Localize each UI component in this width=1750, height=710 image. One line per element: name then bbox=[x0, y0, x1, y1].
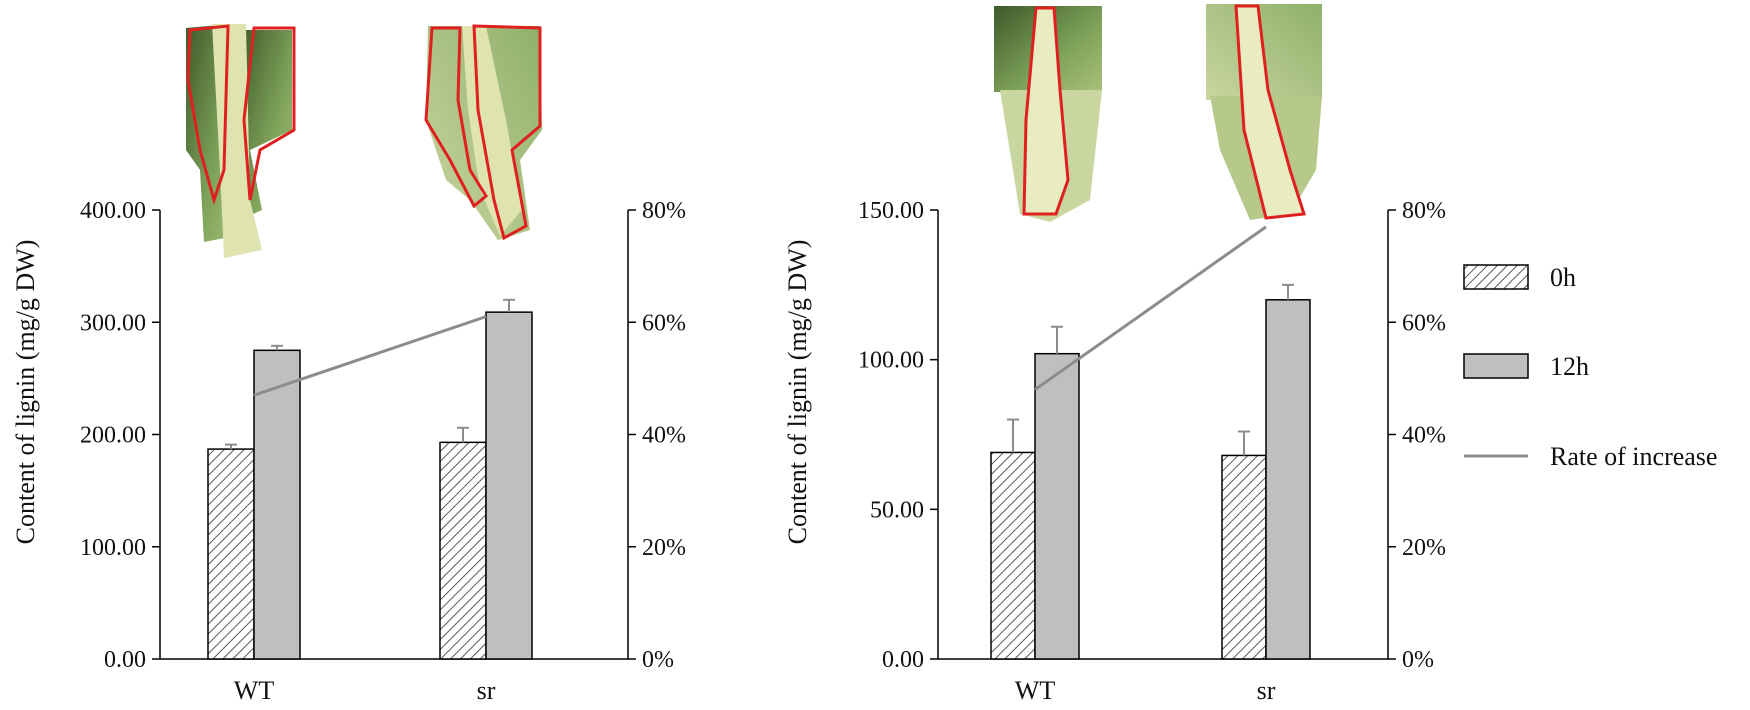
leaf-photo-left-wt bbox=[186, 24, 296, 258]
legend-label-rate: Rate of increase bbox=[1550, 442, 1717, 471]
y-tick-label: 300.00 bbox=[80, 310, 146, 336]
y2-tick-label: 80% bbox=[1402, 198, 1446, 224]
left-chart-y-axis-title: Content of lignin (mg/g DW) bbox=[11, 240, 40, 545]
y-tick-label: 0.00 bbox=[104, 647, 146, 673]
right-chart-rate-line bbox=[1034, 225, 1267, 391]
right-chart-category-labels: WT sr bbox=[1015, 676, 1276, 705]
legend-label-12h: 12h bbox=[1550, 352, 1589, 381]
bar-12h bbox=[1034, 352, 1080, 660]
left-chart: 0.00 100.00 200.00 300.00 400.00 0% 20% … bbox=[11, 198, 686, 705]
y-tick-label: 400.00 bbox=[80, 198, 146, 224]
x-category-label: sr bbox=[1257, 676, 1276, 705]
x-category-label: sr bbox=[477, 676, 496, 705]
bar-0h bbox=[1221, 454, 1267, 660]
legend-label-0h: 0h bbox=[1550, 263, 1576, 292]
bar-0h bbox=[439, 441, 487, 660]
right-chart-secondary-tick-labels: 0% 20% 40% 60% 80% bbox=[1402, 198, 1446, 673]
left-chart-bars bbox=[207, 311, 533, 660]
legend-swatch-0h bbox=[1463, 264, 1529, 290]
left-chart-axes bbox=[152, 209, 636, 660]
y2-tick-label: 60% bbox=[1402, 310, 1446, 336]
y2-tick-label: 60% bbox=[642, 310, 686, 336]
rate-of-increase-line bbox=[1034, 225, 1267, 391]
y-tick-label: 100.00 bbox=[80, 535, 146, 561]
x-category-label: WT bbox=[1015, 676, 1056, 705]
y-tick-label: 150.00 bbox=[858, 198, 924, 224]
bar-12h bbox=[1265, 299, 1311, 660]
y2-tick-label: 20% bbox=[642, 535, 686, 561]
right-chart: 0.00 50.00 100.00 150.00 0% 20% 40% 60% … bbox=[783, 198, 1446, 705]
leaf-photo-left-sr bbox=[424, 24, 542, 241]
y2-tick-label: 0% bbox=[642, 647, 674, 673]
right-chart-bars bbox=[990, 299, 1311, 660]
y2-tick-label: 40% bbox=[642, 423, 686, 449]
rate-of-increase-line bbox=[253, 315, 487, 397]
y-tick-label: 100.00 bbox=[858, 348, 924, 374]
legend: 0h 12h Rate of increase bbox=[1463, 263, 1717, 471]
y-tick-label: 200.00 bbox=[80, 423, 146, 449]
y2-tick-label: 0% bbox=[1402, 647, 1434, 673]
bar-0h bbox=[207, 448, 255, 660]
bar-12h bbox=[485, 311, 533, 660]
left-chart-error-bars bbox=[225, 298, 515, 450]
right-chart-error-bars bbox=[1007, 283, 1294, 456]
bar-0h bbox=[990, 451, 1036, 660]
left-chart-y-tick-labels: 0.00 100.00 200.00 300.00 400.00 bbox=[80, 198, 146, 673]
right-chart-y-axis-title: Content of lignin (mg/g DW) bbox=[783, 240, 812, 545]
left-chart-rate-line bbox=[253, 315, 487, 397]
y-tick-label: 0.00 bbox=[882, 647, 924, 673]
x-category-label: WT bbox=[234, 676, 275, 705]
y2-tick-label: 20% bbox=[1402, 535, 1446, 561]
legend-swatch-12h bbox=[1463, 353, 1529, 379]
leaf-photo-right-sr bbox=[1206, 4, 1322, 220]
left-chart-category-labels: WT sr bbox=[234, 676, 496, 705]
y-tick-label: 50.00 bbox=[870, 497, 924, 523]
bar-12h bbox=[253, 349, 301, 660]
leaf-photo-right-wt bbox=[994, 6, 1102, 222]
right-chart-y-tick-labels: 0.00 50.00 100.00 150.00 bbox=[858, 198, 924, 673]
y2-tick-label: 80% bbox=[642, 198, 686, 224]
left-chart-secondary-tick-labels: 0% 20% 40% 60% 80% bbox=[642, 198, 686, 673]
y2-tick-label: 40% bbox=[1402, 423, 1446, 449]
